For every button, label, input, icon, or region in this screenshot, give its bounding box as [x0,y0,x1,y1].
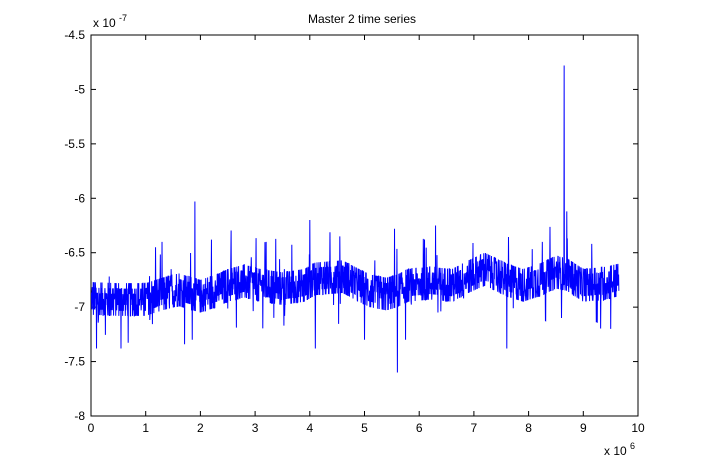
y-multiplier-label: x 10 -7 [93,13,127,30]
chart-title: Master 2 time series [308,12,416,26]
x-tick-label: 9 [580,421,587,435]
y-tick-label: -6 [74,191,85,205]
y-tick-label: -7.5 [64,355,85,369]
y-tick-label: -6.5 [64,246,85,260]
x-multiplier-exponent: 6 [630,441,635,451]
x-multiplier-label: x 10 6 [604,441,635,458]
axis-ticks [90,34,639,417]
y-tick-label: -8 [74,409,85,423]
x-tick-label: 4 [306,421,313,435]
x-tick-label: 5 [361,421,368,435]
x-tick-labels: 0 1 2 3 4 5 6 7 8 9 10 [88,421,645,435]
y-tick-label: -4.5 [64,28,85,42]
x-tick-label: 6 [416,421,423,435]
y-multiplier-exponent: -7 [119,13,127,23]
x-tick-label: 8 [525,421,532,435]
x-tick-label: 7 [471,421,478,435]
plot-area [90,34,639,417]
y-tick-label: -7 [74,300,85,314]
x-tick-label: 0 [88,421,95,435]
x-tick-label: 3 [252,421,259,435]
series-line [90,65,620,373]
x-tick-label: 1 [142,421,149,435]
y-tick-labels: -4.5 -5 -5.5 -6 -6.5 -7 -7.5 -8 [64,28,85,423]
x-tick-label: 10 [631,421,645,435]
y-tick-label: -5.5 [64,137,85,151]
y-tick-label: -5 [74,82,85,96]
x-tick-label: 2 [197,421,204,435]
y-multiplier-base: x 10 [93,16,116,30]
x-multiplier-base: x 10 [604,444,627,458]
